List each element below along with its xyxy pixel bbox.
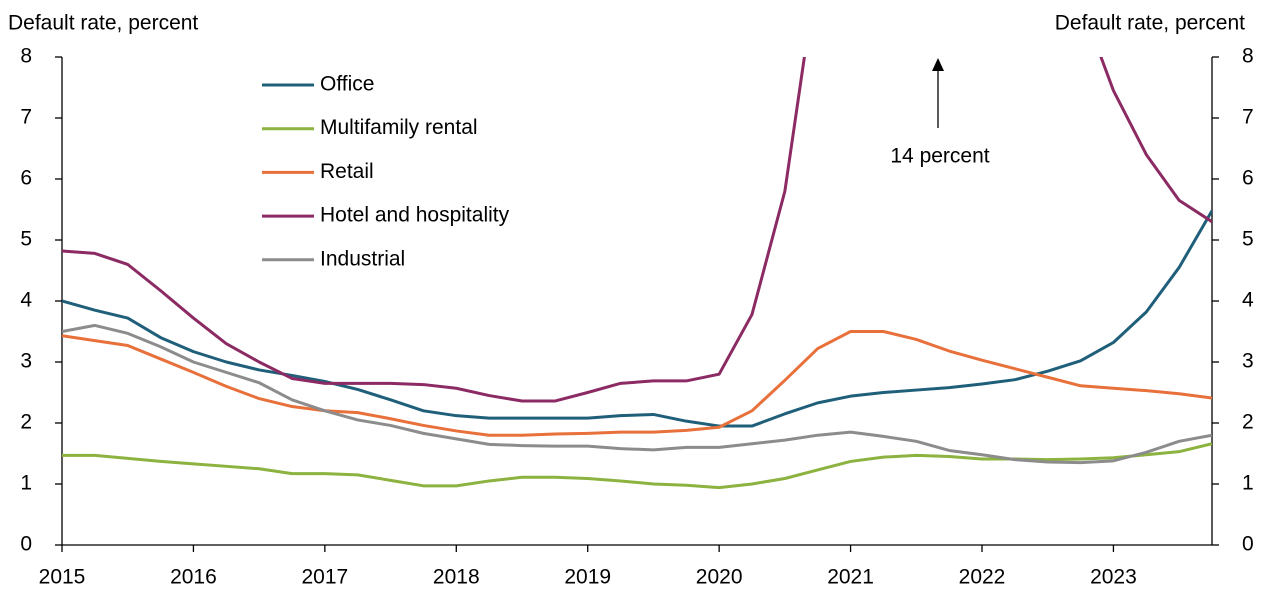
x-tick-label: 2022 — [959, 566, 1006, 589]
y-tick-label: 1 — [20, 472, 32, 495]
y-tick-label: 4 — [20, 289, 32, 312]
y-tick-label: 3 — [20, 350, 32, 373]
series-line — [62, 330, 1212, 437]
y2-tick-label: 0 — [1242, 533, 1254, 556]
y-tick-label: 2 — [20, 411, 32, 434]
y-tick-label: 6 — [20, 167, 32, 190]
y-tick-label: 8 — [20, 45, 32, 68]
x-tick-label: 2019 — [564, 566, 611, 589]
x-tick-label: 2017 — [301, 566, 348, 589]
annotation: 14 percent — [890, 145, 989, 168]
annotation-arrowhead — [932, 58, 944, 71]
series-line — [62, 57, 1212, 403]
y-tick-label: 0 — [20, 533, 32, 556]
x-tick-label: 2021 — [827, 566, 874, 589]
x-tick-label: 2018 — [433, 566, 480, 589]
legend-label: Industrial — [320, 247, 405, 270]
y2-tick-label: 3 — [1242, 350, 1254, 373]
y2-tick-label: 5 — [1242, 228, 1254, 251]
x-tick-label: 2020 — [696, 566, 743, 589]
y2-tick-label: 7 — [1242, 106, 1254, 129]
y2-tick-label: 1 — [1242, 472, 1254, 495]
series-line — [62, 209, 1212, 428]
legend-label: Office — [320, 73, 374, 96]
y-axis-title: Default rate, percent — [8, 12, 198, 35]
y2-tick-label: 4 — [1242, 289, 1254, 312]
y2-tick-label: 8 — [1242, 45, 1254, 68]
legend-label: Multifamily rental — [320, 116, 478, 139]
legend-label: Hotel and hospitality — [320, 204, 510, 227]
y-tick-label: 5 — [20, 228, 32, 251]
series-line — [62, 323, 1212, 465]
legend-label: Retail — [320, 160, 374, 183]
y2-tick-label: 2 — [1242, 411, 1254, 434]
y-tick-label: 7 — [20, 106, 32, 129]
x-tick-label: 2023 — [1090, 566, 1137, 589]
x-tick-label: 2015 — [39, 566, 86, 589]
x-tick-label: 2016 — [170, 566, 217, 589]
y2-axis-title: Default rate, percent — [1055, 12, 1245, 35]
y2-tick-label: 6 — [1242, 167, 1254, 190]
